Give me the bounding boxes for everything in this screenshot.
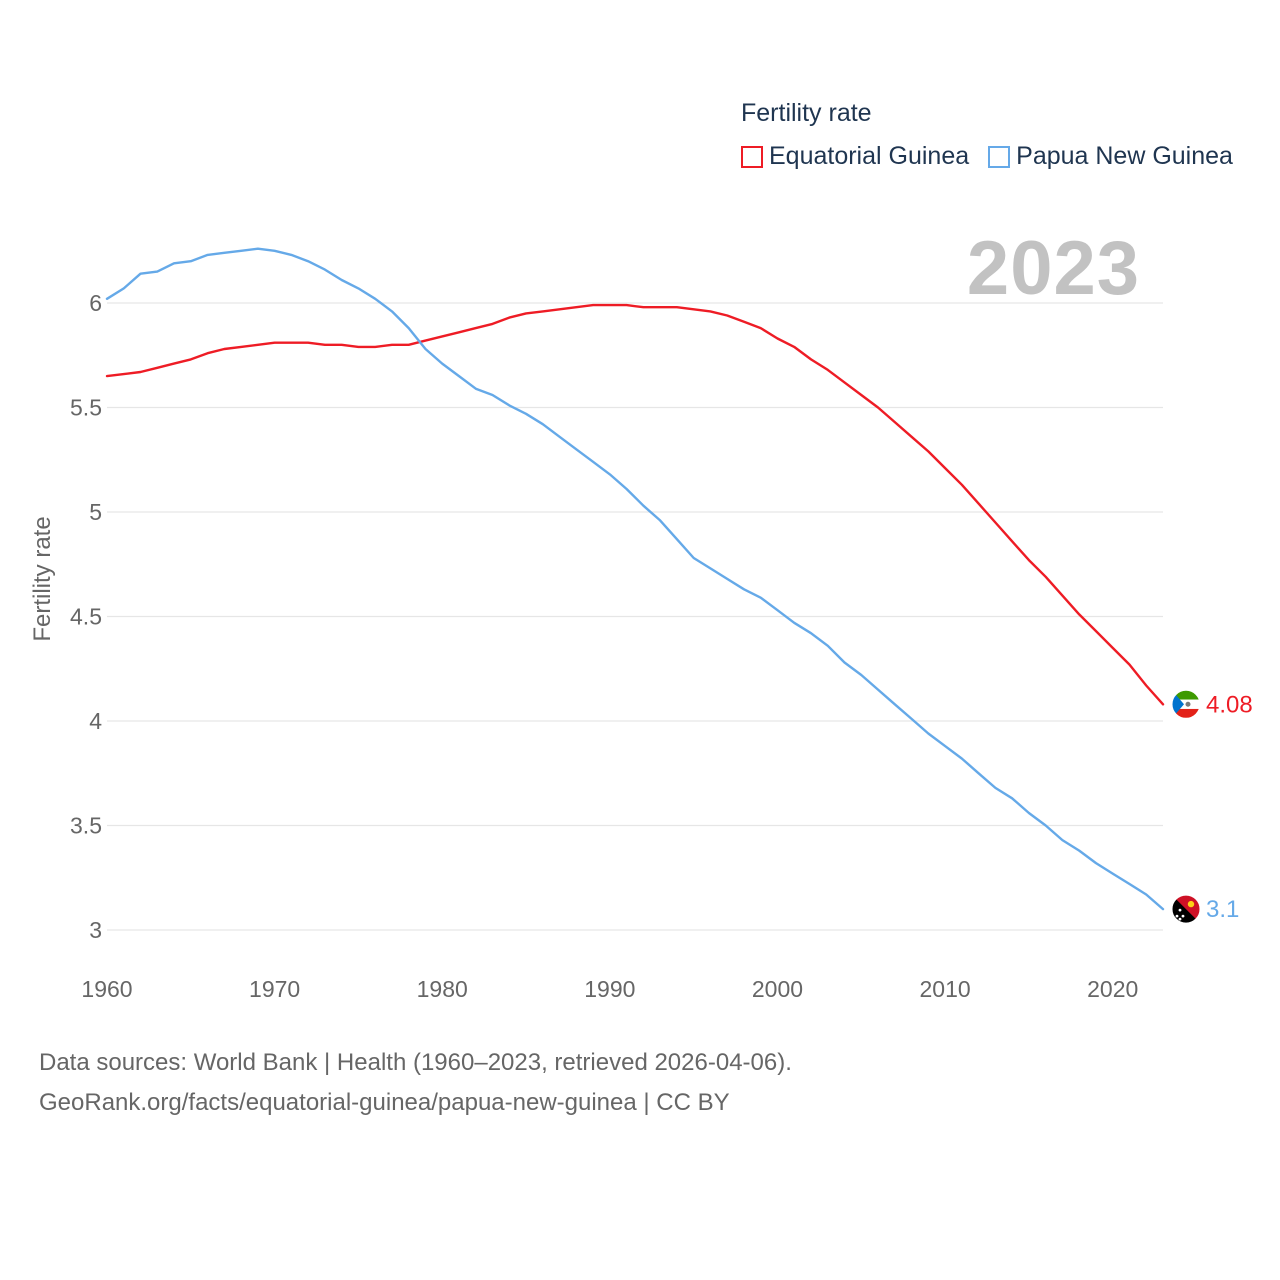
year-stamp: 2023 — [966, 226, 1140, 311]
legend-item-equatorial-guinea[interactable]: Equatorial Guinea — [741, 142, 969, 171]
x-tick-label: 1990 — [584, 976, 635, 1002]
legend-title: Fertility rate — [741, 99, 872, 127]
y-tick-label: 5.5 — [70, 395, 102, 421]
x-tick-label: 1960 — [81, 976, 132, 1002]
y-tick-label: 5 — [89, 499, 102, 525]
legend-swatch-equatorial-guinea — [741, 145, 763, 168]
end-value-label-equatorial-guinea: 4.08 — [1206, 691, 1253, 718]
y-tick-label: 4 — [89, 708, 102, 734]
series-lines — [105, 247, 1165, 911]
legend-label-papua-new-guinea: Papua New Guinea — [1016, 142, 1233, 170]
data-sources-text: Data sources: World Bank | Health (1960–… — [39, 1049, 792, 1076]
y-axis-ticks: 3 3.5 4 4.5 5 5.5 6 — [70, 290, 102, 943]
legend: Equatorial Guinea Papua New Guinea — [741, 142, 1252, 171]
series-line-equatorial-guinea[interactable] — [105, 303, 1165, 706]
x-tick-label: 1970 — [249, 976, 300, 1002]
source-link[interactable]: GeoRank.org/facts/equatorial-guinea/papu… — [39, 1089, 730, 1116]
x-tick-label: 1980 — [417, 976, 468, 1002]
x-tick-label: 2010 — [920, 976, 971, 1002]
y-tick-label: 6 — [89, 290, 102, 316]
y-axis-title: Fertility rate — [29, 516, 56, 641]
legend-label-equatorial-guinea: Equatorial Guinea — [769, 142, 970, 170]
gridlines — [107, 302, 1163, 931]
x-axis-ticks: 1960 1970 1980 1990 2000 2010 2020 — [81, 976, 1138, 1002]
series-end-markers: 4.08 3.1 — [1171, 689, 1253, 924]
equatorial-guinea-flag-icon — [1171, 689, 1201, 719]
y-tick-label: 3 — [89, 917, 102, 943]
y-tick-label: 3.5 — [70, 813, 102, 839]
papua-new-guinea-flag-icon — [1171, 894, 1201, 924]
legend-item-papua-new-guinea[interactable]: Papua New Guinea — [988, 142, 1233, 171]
x-tick-label: 2000 — [752, 976, 803, 1002]
series-line-papua-new-guinea[interactable] — [105, 247, 1165, 911]
x-tick-label: 2020 — [1087, 976, 1138, 1002]
end-value-label-papua-new-guinea: 3.1 — [1206, 896, 1239, 923]
footer: Data sources: World Bank | Health (1960–… — [39, 1043, 792, 1123]
legend-swatch-papua-new-guinea — [988, 145, 1011, 168]
y-tick-label: 4.5 — [70, 604, 102, 630]
